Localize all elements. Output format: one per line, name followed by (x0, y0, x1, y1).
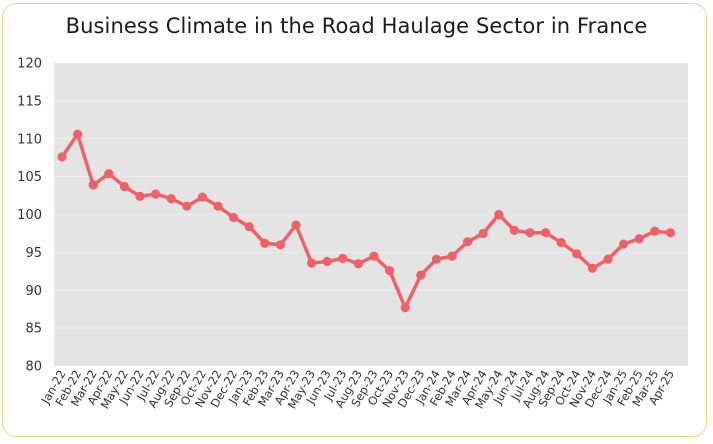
y-tick-label: 115 (17, 94, 42, 109)
data-point (135, 191, 145, 201)
data-point (431, 254, 441, 264)
data-point (151, 189, 161, 199)
data-point (509, 225, 519, 236)
y-tick-label: 95 (25, 246, 42, 261)
data-point (541, 228, 551, 238)
data-point (494, 209, 504, 220)
data-point (447, 251, 457, 261)
series-line (60, 132, 673, 310)
data-point (260, 238, 270, 248)
data-point (213, 201, 223, 211)
data-point (650, 226, 660, 236)
data-point (73, 129, 83, 139)
data-point (619, 239, 629, 249)
data-point (556, 237, 566, 248)
data-point (244, 222, 254, 232)
data-point (665, 228, 676, 238)
y-tick-label: 80 (25, 360, 42, 375)
data-point (353, 259, 363, 269)
data-point (291, 220, 301, 230)
data-point (119, 181, 129, 192)
data-point (197, 192, 207, 202)
data-point (57, 152, 67, 162)
data-point (88, 180, 98, 190)
y-tick-label: 120 (17, 57, 42, 72)
y-tick-label: 85 (25, 322, 42, 337)
chart-title: Business Climate in the Road Haulage Sec… (65, 14, 648, 38)
data-point (182, 201, 192, 211)
y-tick-label: 100 (17, 208, 42, 223)
data-point (307, 258, 317, 268)
data-point (229, 212, 239, 223)
data-point (572, 249, 582, 259)
y-tick-label: 105 (17, 170, 42, 185)
y-tick-label: 90 (25, 284, 42, 299)
data-point (400, 303, 410, 313)
data-point (634, 234, 644, 244)
data-point (338, 253, 348, 264)
data-point (104, 168, 114, 179)
data-point (275, 240, 285, 250)
data-point (587, 263, 598, 273)
data-point (322, 256, 332, 267)
data-point (369, 251, 379, 261)
data-point (463, 237, 473, 247)
data-point (416, 270, 426, 280)
y-tick-label: 110 (17, 132, 42, 147)
data-point (166, 193, 176, 204)
data-point (525, 228, 535, 238)
data-point (385, 265, 395, 276)
data-point (478, 228, 488, 239)
data-point (603, 254, 613, 264)
